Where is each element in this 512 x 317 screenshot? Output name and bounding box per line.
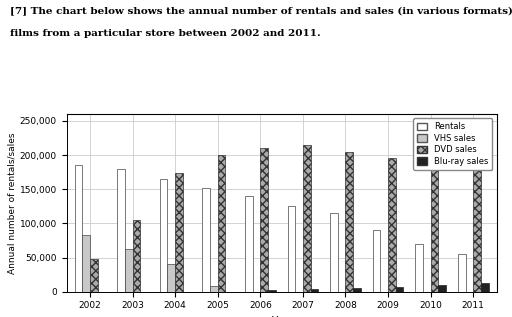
Bar [75, 165, 82, 292]
Y-axis label: Annual number of rentals/sales: Annual number of rentals/sales [8, 132, 17, 274]
Bar [353, 288, 361, 292]
Bar [458, 254, 465, 292]
Bar [373, 230, 380, 292]
Text: [7] The chart below shows the annual number of rentals and sales (in various for: [7] The chart below shows the annual num… [10, 6, 512, 15]
Bar [202, 188, 210, 292]
Bar [415, 244, 423, 292]
Legend: Rentals, VHS sales, DVD sales, Blu-ray sales: Rentals, VHS sales, DVD sales, Blu-ray s… [413, 118, 493, 170]
Bar [245, 196, 252, 292]
Bar [431, 165, 438, 292]
Bar [303, 145, 311, 292]
Bar [346, 152, 353, 292]
Bar [268, 290, 275, 292]
Bar [218, 155, 225, 292]
Bar [388, 158, 396, 292]
Bar [167, 264, 175, 292]
Bar [473, 170, 481, 292]
Bar [210, 286, 218, 292]
Bar [133, 220, 140, 292]
Bar [396, 287, 403, 292]
Bar [175, 173, 183, 292]
Bar [160, 179, 167, 292]
Bar [117, 169, 125, 292]
Bar [260, 148, 268, 292]
X-axis label: Year: Year [271, 316, 292, 317]
Bar [481, 283, 488, 292]
Text: films from a particular store between 2002 and 2011.: films from a particular store between 20… [10, 29, 321, 37]
Bar [82, 235, 90, 292]
Bar [311, 288, 318, 292]
Bar [288, 206, 295, 292]
Bar [330, 213, 338, 292]
Bar [438, 286, 446, 292]
Bar [90, 259, 98, 292]
Bar [125, 249, 133, 292]
